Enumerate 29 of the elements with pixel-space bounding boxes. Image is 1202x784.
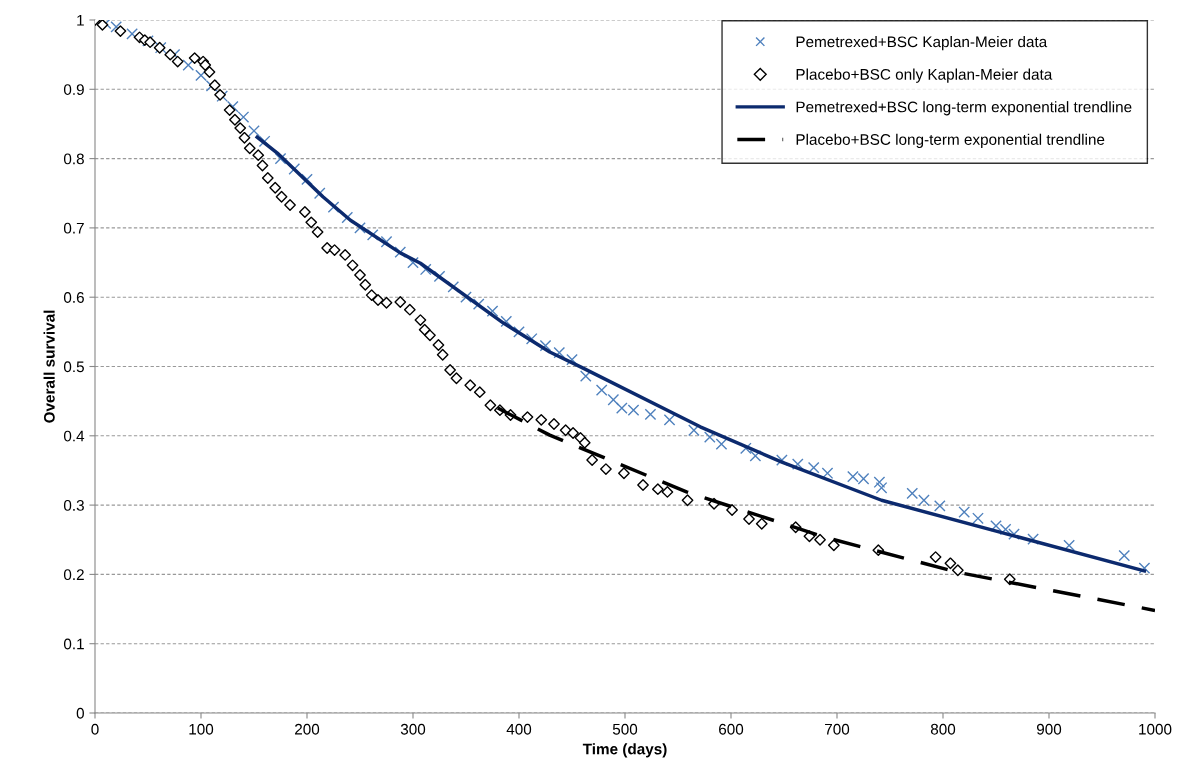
x-tick-label: 1000 bbox=[1139, 723, 1172, 735]
y-tick-label: 0.3 bbox=[63, 499, 84, 511]
y-tick-label: 0.5 bbox=[63, 361, 84, 373]
x-tick-label: 0 bbox=[91, 723, 99, 735]
legend-label: Pemetrexed+BSC long-term exponential trendline bbox=[796, 101, 1132, 116]
y-tick-label: 0.2 bbox=[63, 569, 84, 581]
x-tick-label: 600 bbox=[719, 723, 744, 735]
x-tick-label: 800 bbox=[930, 723, 956, 735]
x-tick-label: 900 bbox=[1036, 723, 1062, 735]
x-tick-label: 400 bbox=[506, 723, 532, 735]
y-tick-label: 0.1 bbox=[63, 638, 84, 650]
y-tick-label: 0.6 bbox=[63, 292, 84, 303]
x-tick-label: 100 bbox=[189, 723, 214, 735]
y-tick-label: 0.9 bbox=[63, 84, 84, 95]
x-tick-label: 200 bbox=[295, 723, 320, 735]
legend-label: Placebo+BSC only Kaplan-Meier data bbox=[796, 68, 1053, 83]
y-tick-label: 0.8 bbox=[63, 153, 84, 165]
x-tick-label: 300 bbox=[400, 723, 426, 735]
x-tick-label: 700 bbox=[825, 723, 850, 735]
y-tick-label: 1 bbox=[77, 15, 84, 26]
y-tick-label: 0 bbox=[76, 707, 84, 719]
legend-label: Pemetrexed+BSC Kaplan-Meier data bbox=[796, 35, 1048, 51]
y-axis-title: Overall survival bbox=[43, 310, 55, 423]
x-axis-title: Time (days) bbox=[582, 743, 667, 758]
legend-label: Placebo+BSC long-term exponential trendline bbox=[796, 133, 1105, 148]
y-tick-label: 0.4 bbox=[63, 430, 85, 442]
x-tick-label: 500 bbox=[612, 723, 638, 735]
y-tick-label: 0.7 bbox=[63, 222, 84, 234]
line-series bbox=[255, 135, 1147, 573]
